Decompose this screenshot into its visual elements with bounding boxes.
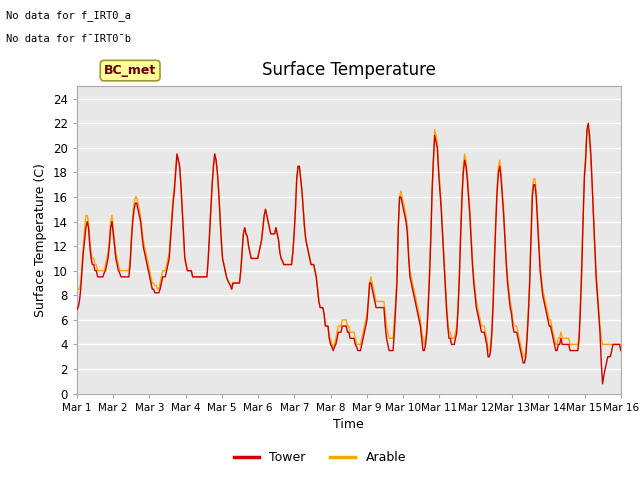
Text: No data for f_IRT0_a: No data for f_IRT0_a — [6, 10, 131, 21]
Text: BC_met: BC_met — [104, 64, 156, 77]
Legend: Tower, Arable: Tower, Arable — [229, 446, 411, 469]
Text: No data for f¯IRT0¯b: No data for f¯IRT0¯b — [6, 34, 131, 44]
X-axis label: Time: Time — [333, 418, 364, 431]
Y-axis label: Surface Temperature (C): Surface Temperature (C) — [34, 163, 47, 317]
Title: Surface Temperature: Surface Temperature — [262, 61, 436, 79]
